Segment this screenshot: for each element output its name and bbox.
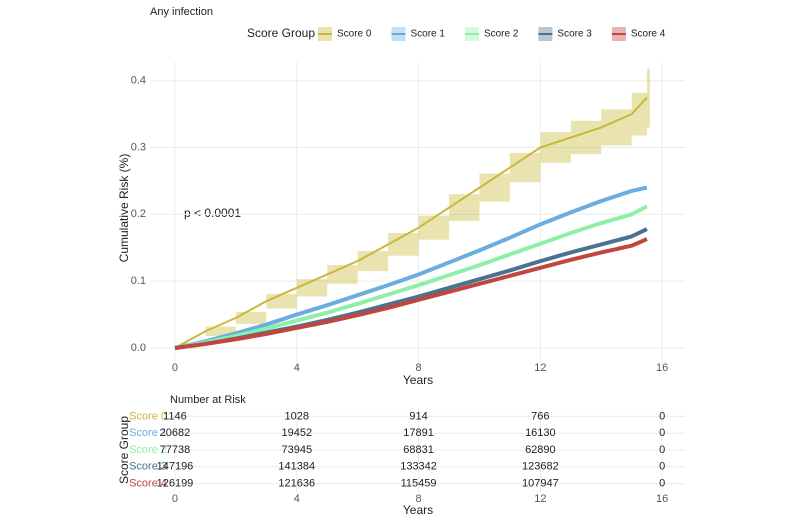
confidence-band: [418, 215, 450, 240]
legend-label: Score 1: [410, 29, 445, 40]
risk-count: 0: [659, 410, 665, 422]
risk-count: 107947: [522, 478, 559, 490]
confidence-band: [174, 347, 206, 349]
series-line: [174, 96, 648, 349]
risk-count: 766: [531, 410, 549, 422]
table-title: Number at Risk: [170, 394, 246, 406]
legend-label: Score 3: [557, 29, 592, 40]
confidence-band: [601, 109, 632, 146]
confidence-band: [235, 311, 267, 324]
risk-count: 19452: [281, 427, 312, 439]
table-y-label: Score Group: [117, 416, 131, 484]
confidence-band: [266, 293, 297, 309]
risk-count: 0: [659, 478, 665, 490]
x-tick-label: 4: [294, 362, 300, 374]
legend-label: Score 2: [484, 29, 519, 40]
risk-count: 1028: [285, 410, 309, 422]
y-tick-label: 0.1: [131, 275, 146, 287]
risk-count: 141384: [278, 461, 315, 473]
confidence-band: [327, 265, 358, 284]
confidence-band: [540, 132, 571, 163]
risk-count: 62890: [525, 444, 556, 456]
risk-count: 115459: [401, 478, 437, 490]
y-tick-label: 0.3: [131, 141, 146, 153]
risk-count: 20682: [160, 427, 191, 439]
x-tick-label: 12: [534, 362, 546, 374]
series-line: [174, 204, 648, 350]
x-tick-label: 12: [534, 493, 546, 505]
risk-count: 914: [409, 410, 427, 422]
legend-label: Score 0: [337, 29, 372, 40]
risk-count: 123682: [522, 461, 559, 473]
x-tick-label: 4: [294, 493, 300, 505]
x-tick-label: 16: [656, 362, 668, 374]
row-label: Score 1: [129, 427, 167, 439]
risk-count: 147196: [157, 461, 194, 473]
confidence-band: [388, 233, 419, 256]
risk-count: 17891: [403, 427, 434, 439]
x-tick-label: 8: [416, 493, 422, 505]
legend-title: Score Group: [247, 26, 315, 40]
row-label: Score 2: [129, 444, 167, 456]
x-tick-label: 0: [172, 362, 178, 374]
plot-area: 0.0 0.1 0.2 0.3 0.4 0 4 8 12 16 Score 0 Score 1 Scor…: [131, 27, 685, 374]
y-tick-label: 0.0: [131, 342, 146, 354]
risk-count: 133342: [400, 461, 437, 473]
risk-count: 16130: [525, 427, 556, 439]
row-label: Score 3: [129, 461, 167, 473]
risk-count: 0: [659, 461, 665, 473]
risk-count: 0: [659, 427, 665, 439]
risk-count: 1146: [163, 410, 187, 422]
x-tick-label: 8: [416, 362, 422, 374]
risk-count: 68831: [403, 444, 434, 456]
risk-count: 73945: [281, 444, 312, 456]
x-tick-label: 16: [656, 493, 668, 505]
y-tick-label: 0.2: [131, 208, 146, 220]
series-line: [174, 185, 648, 350]
confidence-band: [631, 92, 647, 136]
risk-count: 121636: [278, 478, 315, 490]
risk-count: 77738: [160, 444, 191, 456]
confidence-band: [357, 251, 389, 272]
risk-count: 126199: [157, 478, 194, 490]
series-line: [174, 237, 648, 350]
table-x-label: Years: [403, 503, 433, 517]
confidence-band: [205, 326, 236, 336]
y-axis-label: Cumulative Risk (%): [117, 154, 131, 263]
row-label: Score 4: [129, 478, 167, 490]
confidence-band: [646, 68, 650, 128]
x-axis-label: Years: [403, 373, 433, 387]
confidence-band: [570, 120, 602, 155]
legend-label: Score 4: [631, 29, 666, 40]
x-tick-label: 0: [172, 493, 178, 505]
row-label: Score 0: [129, 410, 167, 422]
p-value: p < 0.0001: [184, 206, 241, 220]
y-tick-label: 0.4: [131, 75, 146, 87]
chart-title: Any infection: [150, 6, 213, 18]
risk-count: 0: [659, 444, 665, 456]
